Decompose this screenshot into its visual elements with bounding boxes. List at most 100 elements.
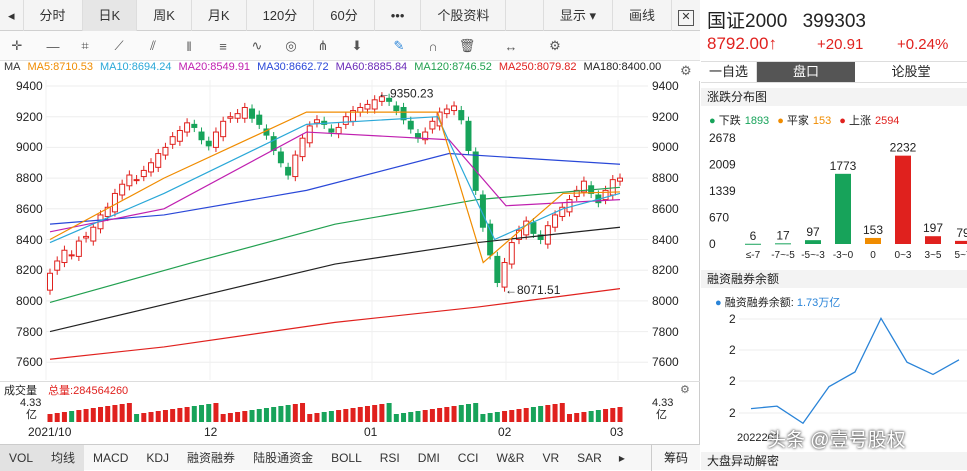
indicator-tab-8[interactable]: RSI [379,450,400,465]
volume-bar [292,404,298,422]
y-tick-label: 7800 [652,324,679,339]
crosshair-icon[interactable]: ✛ [11,38,23,53]
low-annotation: ←8071.51 [505,283,561,297]
candle-body [422,131,429,141]
scroll-right-button[interactable]: ▸ [618,450,625,465]
indicator-tab-6[interactable]: 陆股通资金 [253,450,314,465]
volume-bar [220,414,226,422]
volume-chart[interactable] [0,398,700,422]
display-label: 显示 [559,7,586,23]
scroll-left-button[interactable]: ◂ [0,0,24,31]
tab-intraday[interactable]: 分时 [24,0,83,31]
y-tick-label: 8800 [652,171,679,186]
draw-line-button[interactable]: 画线 [613,0,672,31]
tab-orderbook[interactable]: 盘口 [757,62,855,82]
fibonacci-icon[interactable]: ‖ [186,38,192,54]
chips-button[interactable]: 筹码 [650,444,700,471]
y-tick-label: 8400 [16,232,43,247]
volume-bar [566,414,572,422]
dist-bar [895,155,911,244]
volume-bar [155,411,161,422]
dist-bar-label: 3~5 [925,250,942,261]
kline-chart[interactable]: ←9350.23 ←8071.51 [0,80,700,380]
pitchfork-icon[interactable]: ⋔ [317,38,329,53]
indicator-tab-5[interactable]: 融资融券 [187,450,236,465]
dist-bar [835,173,851,244]
arrow-down-icon[interactable]: ⬇ [351,38,363,53]
pen-icon[interactable]: ✎ [393,38,405,53]
close-panel-button[interactable]: ✕ [672,0,700,31]
display-dropdown[interactable]: 显示 ▾ [542,0,613,31]
channel-icon[interactable]: ⫽ [150,38,156,53]
margin-y-label: 2 [729,312,736,326]
indicator-tab-9[interactable]: DMI [417,450,440,465]
indicator-tab-12[interactable]: VR [542,450,560,465]
dist-bar-value: 17 [776,228,790,242]
y-tick-label: 8200 [652,263,679,278]
volume-bar [422,410,428,422]
candle-body [184,122,191,133]
candle-body [220,120,227,138]
volume-bar [480,414,486,422]
candle-body [119,183,126,196]
candle-body [68,254,75,257]
indicator-tab-2[interactable]: 均线 [42,444,85,471]
y-tick-label: 7600 [16,355,43,370]
volume-bar [148,412,154,422]
candle-body [386,97,393,102]
magnet-icon[interactable]: ∩ [428,38,438,54]
margin-x-label: 2022202 [737,432,780,444]
up-arrow-icon: ↑ [768,34,777,53]
candle-body [393,105,400,112]
ma-legend-item: MA20:8549.91 [178,61,251,73]
tab-weekly-k[interactable]: 周K [137,0,192,31]
candle-body [313,119,320,124]
ma-settings-gear-icon[interactable]: ⚙ [680,63,692,78]
ma-legend-item: MA180:8400.00 [583,61,662,73]
fan-icon[interactable]: ⟋ [114,38,124,53]
indicator-tab-4[interactable]: KDJ [146,450,170,465]
crop-icon[interactable]: ⌗ [81,38,89,53]
gear-icon[interactable]: ⚙ [549,38,561,53]
parallel-icon[interactable]: ≡ [219,38,227,54]
candle-body [75,240,82,257]
wave-icon[interactable]: ∿ [251,38,263,53]
tab-120min[interactable]: 120分 [247,0,315,31]
indicator-tab-3[interactable]: MACD [93,450,129,465]
dist-bar [925,236,941,244]
candle-body [443,108,450,115]
tab-daily-k[interactable]: 日K [82,0,138,31]
tab-watchlist[interactable]: 一自选 [701,62,757,82]
tab-monthly-k[interactable]: 月K [192,0,247,31]
margin-chart: 2 2 2 2 [729,312,967,425]
dist-legend-value: 2594 [874,115,900,127]
volume-bar [278,406,284,422]
line-tool-icon[interactable]: — [46,38,60,54]
indicator-tab-11[interactable]: W&R [496,450,525,465]
candle-body [357,106,364,113]
volume-bar [610,408,616,422]
tab-more[interactable]: ••• [375,0,422,31]
tab-forum[interactable]: 论股堂 [891,64,931,79]
tab-stock-info[interactable]: 个股资料 [421,0,507,31]
indicator-tab-10[interactable]: CCI [457,450,479,465]
dist-bar-value: 1773 [830,159,857,173]
candle-body [162,146,169,156]
candle-body [205,140,212,147]
trash-icon[interactable]: 🗑 [458,38,476,53]
dist-legend-label: 下跌 [718,115,741,127]
candle-body [328,128,335,133]
indicator-tab-7[interactable]: BOLL [331,450,362,465]
zoom-icon[interactable]: ↔ [504,38,518,54]
tab-60min[interactable]: 60分 [314,0,375,31]
indicator-tab-1[interactable]: VOL [0,444,43,471]
indicator-tab-13[interactable]: SAR [577,450,602,465]
volume-settings-gear-icon[interactable]: ⚙ [680,384,690,396]
dist-legend-value: 1893 [744,115,770,127]
dist-bar-value: 6 [750,229,757,243]
volume-bar [552,404,558,422]
volume-bar [54,413,60,422]
candle-body [47,272,53,291]
volume-bar [191,406,197,422]
cycle-icon[interactable]: ◎ [285,38,297,53]
